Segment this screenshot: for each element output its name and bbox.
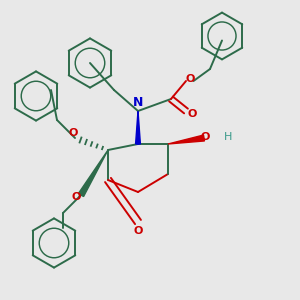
Text: O: O	[201, 131, 210, 142]
Text: O: O	[72, 191, 81, 202]
Text: O: O	[69, 128, 78, 139]
Text: H: H	[224, 131, 232, 142]
Polygon shape	[136, 111, 140, 144]
Text: O: O	[133, 226, 143, 236]
Text: O: O	[187, 109, 197, 119]
Text: O: O	[186, 74, 195, 85]
Polygon shape	[168, 135, 205, 144]
Text: N: N	[133, 97, 143, 110]
Polygon shape	[78, 150, 108, 196]
